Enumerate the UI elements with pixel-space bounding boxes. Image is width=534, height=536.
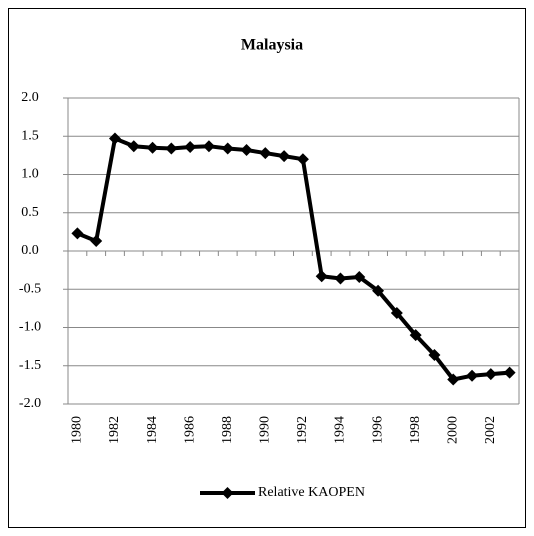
point-marker [221,142,234,155]
point-marker [409,329,422,342]
y-tick-label: 2.0 [21,90,39,105]
x-tick-label: 1996 [370,416,385,444]
point-marker [165,142,178,155]
x-tick-label: 1982 [107,416,122,444]
y-tick-label: 0.5 [21,205,39,220]
point-marker [334,272,347,285]
point-marker [108,132,121,145]
point-marker [278,150,291,163]
point-marker [466,369,479,382]
legend-label: Relative KAOPEN [258,485,365,500]
point-marker [90,235,103,248]
x-tick-label: 1992 [295,416,310,444]
point-marker [390,306,403,319]
y-tick-label: -1.0 [19,320,41,335]
chart-border [8,8,526,528]
chart-title: Malaysia [241,37,303,54]
x-tick-label: 1980 [70,416,85,444]
point-marker [428,349,441,362]
y-tick-label: -0.5 [19,281,41,296]
x-tick-label: 1986 [182,416,197,444]
point-marker [127,140,140,153]
y-tick-label: 1.5 [21,128,39,143]
point-marker [71,227,84,240]
point-marker [202,140,215,153]
point-marker [259,147,272,160]
y-tick-label: 1.0 [21,167,39,182]
point-marker [447,373,460,386]
point-marker [146,141,159,154]
y-tick-label: 0.0 [21,243,39,258]
y-tick-label: -1.5 [19,358,41,373]
x-tick-label: 1998 [408,416,423,444]
point-marker [503,366,516,379]
y-tick-label: -2.0 [19,396,41,411]
legend-marker [221,487,234,499]
x-tick-label: 1988 [220,416,235,444]
point-marker [484,368,497,381]
x-tick-label: 1990 [258,416,273,444]
point-marker [240,144,253,157]
x-tick-label: 1994 [333,416,348,444]
point-marker [372,284,385,297]
x-tick-label: 1984 [145,416,160,444]
point-marker [296,153,309,166]
point-marker [184,140,197,153]
x-tick-label: 2002 [483,416,498,444]
point-marker [353,271,366,284]
point-marker [315,270,328,283]
x-tick-label: 2000 [445,416,460,444]
